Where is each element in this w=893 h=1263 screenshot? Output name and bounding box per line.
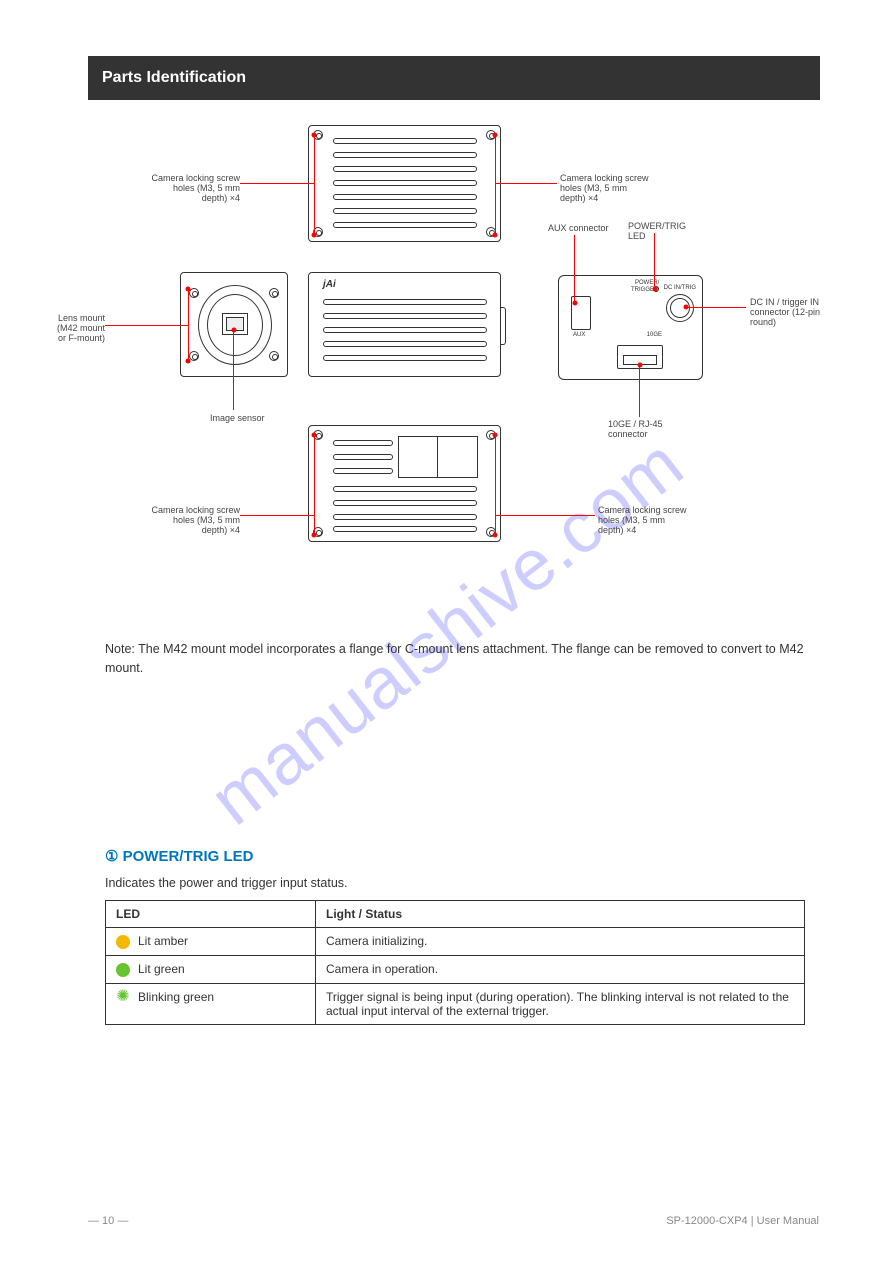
rear-label-10ge: 10GE [647, 332, 662, 338]
led-cell: Lit green [138, 962, 185, 976]
callout-lens-mount: Lens mount (M42 mount or F-mount) [55, 313, 105, 343]
page-number: — 10 — [88, 1215, 128, 1227]
led-th-led: LED [106, 901, 316, 928]
table-row: ✺ Blinking green Trigger signal is being … [106, 983, 805, 1024]
callout-mount-top-left: Camera locking screw holes (M3, 5 mm dep… [150, 173, 240, 203]
bottom-view [308, 425, 501, 542]
rear-label-aux: AUX [573, 332, 585, 338]
callout-sensor: Image sensor [210, 413, 270, 423]
table-row: Lit amber Camera initializing. [106, 928, 805, 956]
led-section: ① POWER/TRIG LED Indicates the power and… [105, 845, 805, 894]
callout-mount-bottom-right: Camera locking screw holes (M3, 5 mm dep… [598, 505, 688, 535]
callout-cxp: 10GE / RJ-45 connector [608, 419, 698, 439]
callout-mount-bottom-left: Camera locking screw holes (M3, 5 mm dep… [150, 505, 240, 535]
top-view [308, 125, 501, 242]
logo-text: jAi [323, 279, 336, 290]
callout-mount-top-right: Camera locking screw holes (M3, 5 mm dep… [560, 173, 650, 203]
led-cell: Trigger signal is being input (during op… [316, 983, 805, 1024]
led-cell: Camera initializing. [316, 928, 805, 956]
front-view [180, 272, 288, 377]
side-view: jAi [308, 272, 501, 377]
rear-label-dcin: DC IN/TRIG [664, 285, 696, 291]
led-section-title: ① POWER/TRIG LED [105, 845, 805, 868]
callout-aux: AUX connector [548, 223, 618, 233]
led-cell: Lit amber [138, 934, 188, 948]
led-intro: Indicates the power and trigger input st… [105, 874, 805, 893]
callout-led: POWER/TRIG LED [628, 221, 698, 241]
section-title: Parts Identification [102, 69, 246, 87]
callout-dcin: DC IN / trigger IN connector (12-pin rou… [750, 297, 830, 327]
led-green-blink-icon: ✺ [116, 990, 130, 1004]
led-green-icon [116, 963, 130, 977]
led-amber-icon [116, 935, 130, 949]
section-header: Parts Identification [88, 56, 820, 100]
led-th-status: Light / Status [316, 901, 805, 928]
led-cell: Camera in operation. [316, 955, 805, 983]
table-row: Lit green Camera in operation. [106, 955, 805, 983]
doc-title: SP-12000-CXP4 | User Manual [666, 1215, 819, 1227]
parts-diagram: Camera locking screw holes (M3, 5 mm dep… [130, 125, 790, 615]
rear-view: POWER/ TRIGGER DC IN/TRIG AUX 10GE [558, 275, 703, 380]
led-status-table: LED Light / Status Lit amber Camera init… [105, 900, 805, 1025]
mount-note: Note: The M42 mount model incorporates a… [105, 640, 805, 679]
led-cell: Blinking green [138, 990, 214, 1004]
